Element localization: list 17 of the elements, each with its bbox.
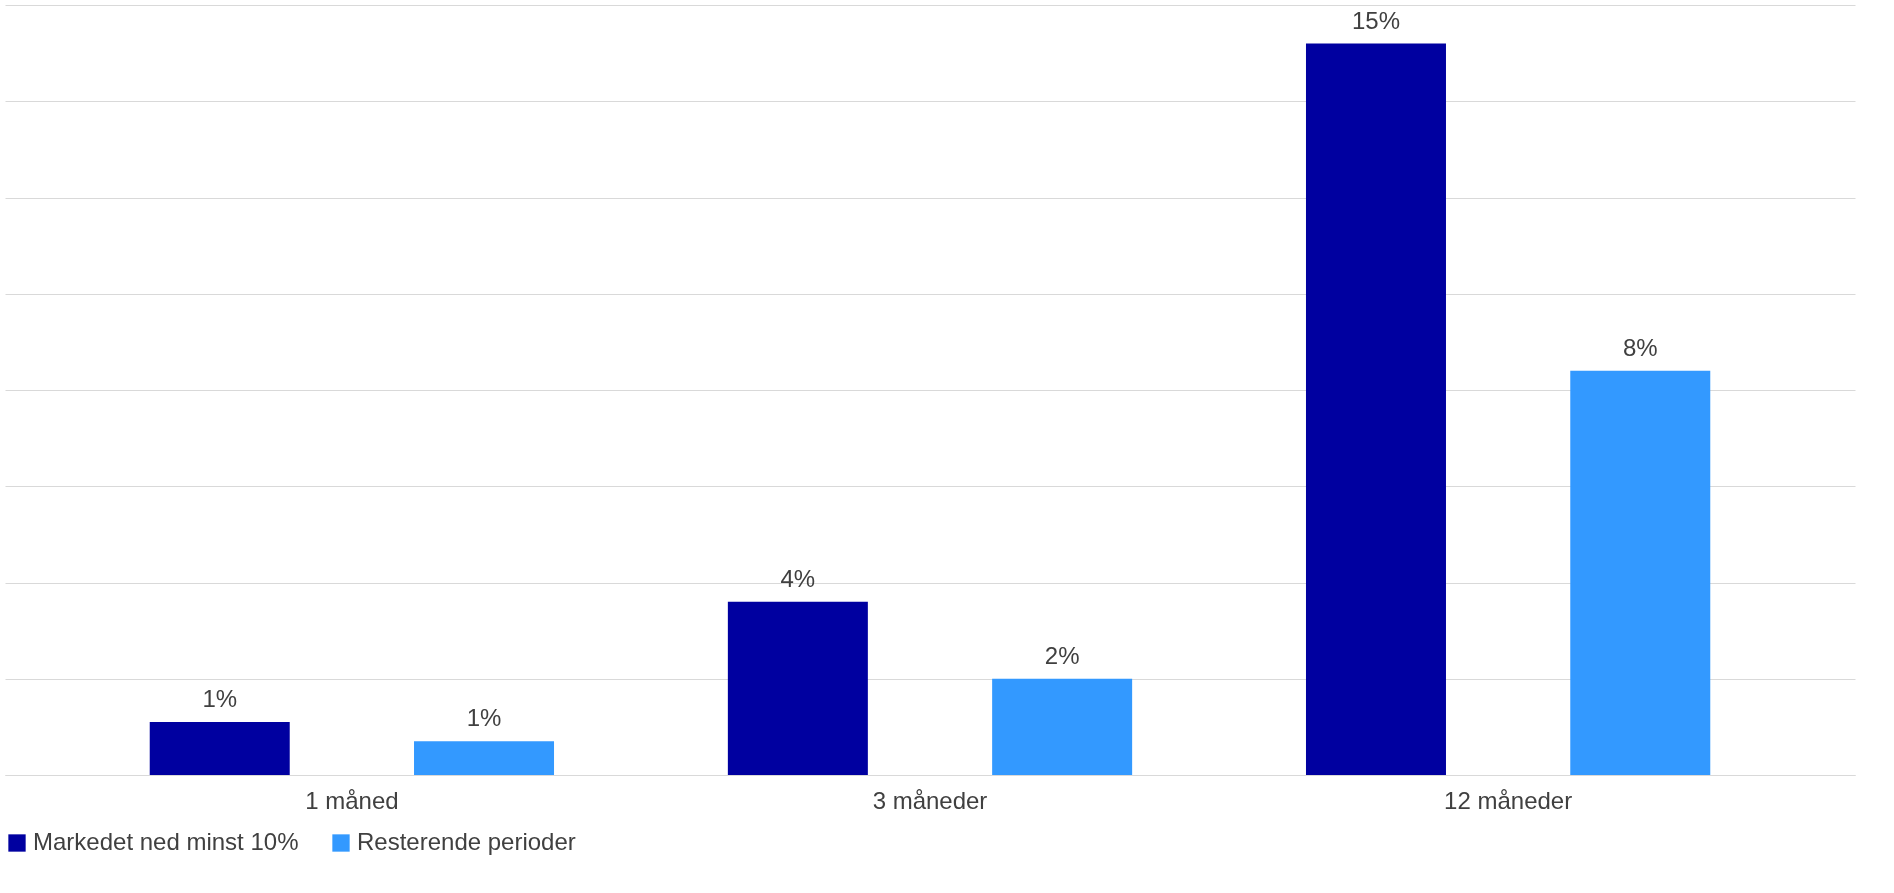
- data-label: 2%: [1044, 641, 1080, 669]
- data-label: 1%: [466, 704, 502, 732]
- data-label: 4%: [780, 564, 816, 592]
- bar: [1570, 370, 1711, 775]
- data-label: 8%: [1622, 333, 1658, 361]
- bar: [1305, 43, 1446, 775]
- bar: [992, 678, 1133, 775]
- legend-label: Markedet ned minst 10%: [33, 828, 299, 855]
- data-label: 15%: [1351, 6, 1401, 34]
- bar: [414, 741, 555, 775]
- bar: [149, 722, 290, 775]
- x-tick-label: 3 måneder: [872, 786, 988, 814]
- bar: [727, 601, 868, 775]
- data-label: 1%: [202, 685, 238, 713]
- legend-label: Resterende perioder: [357, 828, 576, 855]
- x-tick-label: 1 måned: [305, 786, 399, 814]
- x-tick-label: 12 måneder: [1444, 786, 1573, 814]
